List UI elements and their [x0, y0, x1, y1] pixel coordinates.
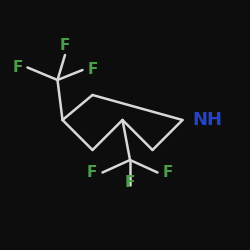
Text: F: F — [88, 62, 98, 78]
Text: F: F — [87, 165, 98, 180]
Text: F: F — [125, 175, 135, 190]
Text: NH: NH — [192, 111, 222, 129]
Text: F: F — [162, 165, 173, 180]
Text: F: F — [60, 38, 70, 52]
Text: F: F — [12, 60, 22, 75]
